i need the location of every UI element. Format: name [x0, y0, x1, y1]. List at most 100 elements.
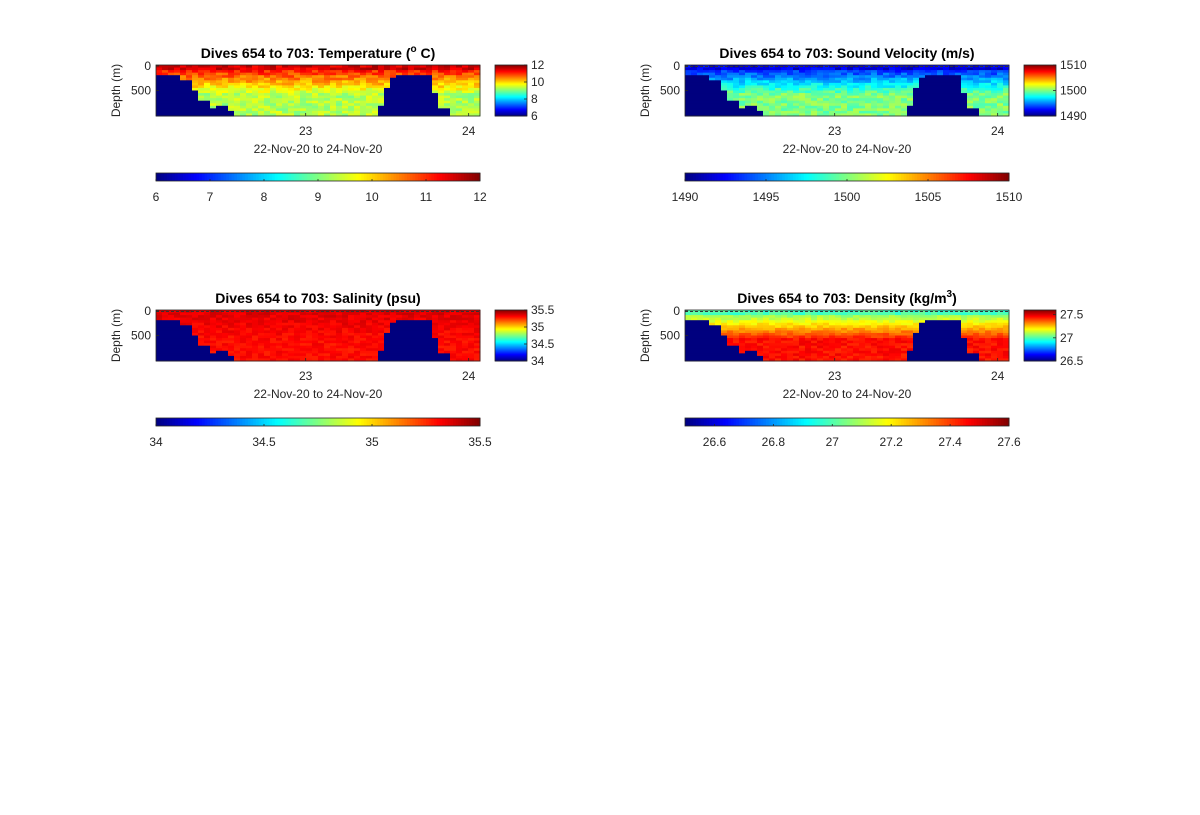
heatmap-cell [354, 105, 361, 109]
heatmap-cell [913, 340, 920, 344]
hbar-segment [466, 173, 470, 181]
heatmap-cell [937, 322, 944, 326]
heatmap-cell [354, 90, 361, 94]
heatmap-cell [216, 320, 223, 324]
heatmap-cell [877, 70, 884, 74]
heatmap-cell [721, 355, 728, 359]
hbar-segment [399, 418, 403, 426]
heatmap-cell [835, 65, 842, 69]
heatmap-cell [366, 338, 373, 342]
heatmap-cell [216, 98, 223, 102]
hbar-segment [299, 418, 303, 426]
heatmap-cell [967, 108, 974, 112]
heatmap-cell [745, 67, 752, 71]
heatmap-cell [799, 340, 806, 344]
hbar-segment [730, 173, 735, 181]
heatmap-cell [198, 85, 205, 89]
heatmap-cell [949, 325, 956, 329]
heatmap-cell [204, 75, 211, 79]
hbar-segment [426, 418, 430, 426]
heatmap-cell [258, 75, 265, 79]
heatmap-cell [228, 312, 235, 316]
heatmap-cell [1003, 315, 1010, 319]
heatmap-cell [823, 95, 830, 99]
heatmap-cell [835, 320, 842, 324]
heatmap-cell [408, 82, 415, 86]
heatmap-cell [438, 85, 445, 89]
hbar-segment [690, 173, 694, 181]
heatmap-cell [306, 77, 313, 81]
heatmap-cell [396, 65, 403, 69]
heatmap-cell [288, 315, 295, 319]
heatmap-cell [234, 90, 241, 94]
heatmap-cell [444, 353, 451, 357]
heatmap-cell [192, 310, 199, 314]
heatmap-cell [276, 85, 283, 89]
heatmap-cell [847, 355, 854, 359]
heatmap-cell [372, 82, 379, 86]
heatmap-cell [180, 322, 187, 326]
heatmap-cell [288, 108, 295, 112]
hbar-segment [477, 418, 481, 426]
heatmap-cell [462, 325, 469, 329]
heatmap-cell [895, 95, 902, 99]
heatmap-cell [462, 110, 469, 114]
heatmap-cell [414, 350, 421, 354]
heatmap-cell [793, 350, 800, 354]
hbar-segment [431, 173, 435, 181]
heatmap-cell [793, 90, 800, 94]
heatmap-cell [282, 325, 289, 329]
heatmap-cell [961, 113, 968, 117]
heatmap-cell [931, 355, 938, 359]
hbar-segment [358, 418, 362, 426]
heatmap-cell [270, 105, 277, 109]
heatmap-cell [174, 345, 181, 349]
colorbar-segment [1024, 100, 1056, 103]
hbar-segment [431, 418, 435, 426]
hbar-segment [318, 173, 322, 181]
heatmap-cell [324, 350, 331, 354]
heatmap-cell [793, 348, 800, 352]
heatmap-cell [168, 100, 175, 104]
heatmap-cell [180, 75, 187, 79]
heatmap-cell [330, 322, 337, 326]
heatmap-cell [270, 85, 277, 89]
heatmap-cell [168, 335, 175, 339]
colorbar-segment [495, 349, 527, 351]
heatmap-cell [907, 108, 914, 112]
heatmap-cell [360, 348, 367, 352]
heatmap-cell [721, 98, 728, 102]
heatmap-cell [841, 312, 848, 316]
heatmap-cell [691, 310, 698, 314]
heatmap-cell [456, 343, 463, 347]
heatmap-cell [865, 90, 872, 94]
heatmap-cell [360, 332, 367, 336]
colorbar-segment [495, 310, 527, 312]
heatmap-cell [721, 77, 728, 81]
heatmap-cell [805, 77, 812, 81]
hbar-segment [847, 173, 851, 181]
heatmap-cell [733, 113, 740, 117]
heatmap-cell [715, 85, 722, 89]
heatmap-cell [871, 317, 878, 321]
hbar-segment [280, 173, 284, 181]
heatmap-cell [757, 312, 764, 316]
colorbar-segment [495, 105, 527, 108]
heatmap-cell [907, 72, 914, 76]
heatmap-cell [234, 317, 241, 321]
heatmap-cell [180, 340, 187, 344]
heatmap-cell [853, 340, 860, 344]
heatmap-cell [420, 100, 427, 104]
heatmap-cell [817, 340, 824, 344]
heatmap-cell [757, 353, 764, 357]
heatmap-cell [354, 348, 361, 352]
heatmap-cell [937, 338, 944, 342]
heatmap-cell [162, 322, 169, 326]
heatmap-cell [444, 355, 451, 359]
heatmap-cell [949, 103, 956, 107]
heatmap-cell [396, 348, 403, 352]
heatmap-cell [763, 85, 770, 89]
heatmap-cell [318, 110, 325, 114]
heatmap-cell [222, 72, 229, 76]
heatmap-cell [769, 108, 776, 112]
